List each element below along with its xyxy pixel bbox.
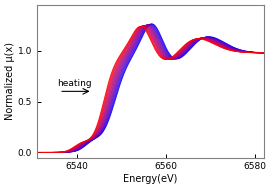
X-axis label: Energy(eV): Energy(eV) [123,174,178,184]
Text: heating: heating [57,79,92,88]
Y-axis label: Normalized μ(x): Normalized μ(x) [5,42,15,120]
